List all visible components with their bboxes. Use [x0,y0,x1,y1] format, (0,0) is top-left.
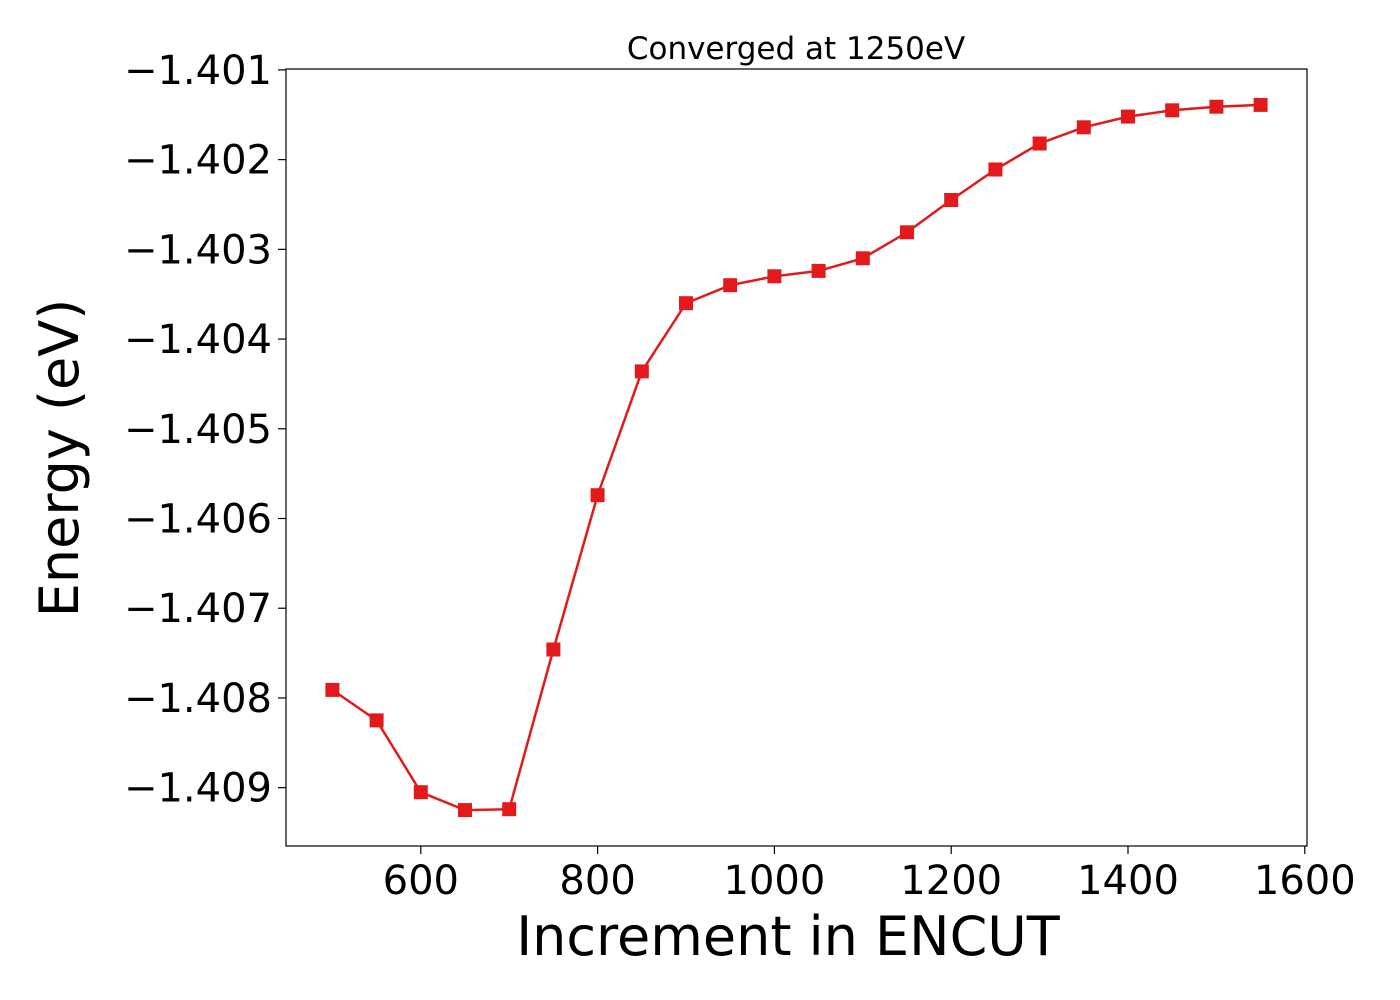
y-axis: −1.401 −1.402 −1.403 −1.404 −1.405 −1.406 −1.4… [124,48,286,812]
data-point [546,642,561,657]
x-tick-label: 1600 [1254,858,1356,904]
data-point [767,269,782,284]
data-point [458,803,472,818]
x-tick-label: 800 [559,858,635,904]
x-axis-label: Increment in ENCUT [516,905,1061,968]
y-tick-label: −1.405 [124,407,272,453]
data-point [900,225,914,240]
y-tick-label: −1.404 [124,317,272,363]
data-point [944,193,959,207]
y-tick-label: −1.402 [124,138,272,184]
x-axis: 600 800 1000 1200 1400 1600 [383,846,1356,904]
data-point [1076,120,1091,135]
y-tick-label: −1.408 [124,676,272,722]
data-point [1121,109,1135,124]
y-tick-label: −1.409 [124,766,272,812]
x-tick-label: 1200 [900,858,1002,904]
y-tick-label: −1.403 [124,227,272,273]
data-point [988,162,1003,177]
x-tick-label: 1000 [724,858,826,904]
data-point [679,296,693,311]
data-point [369,713,384,728]
data-point [723,278,738,293]
data-point [502,802,517,817]
data-point [325,682,340,697]
data-point [634,364,649,379]
chart-title: Converged at 1250eV [627,31,965,67]
data-point [855,251,870,266]
x-tick-label: 600 [383,858,459,904]
data-point [413,785,428,800]
series-line [331,103,1261,812]
data-point [1032,136,1047,151]
data-point [590,488,605,503]
x-tick-label: 1400 [1077,858,1179,904]
plot-frame [285,68,1308,847]
y-tick-label: −1.401 [124,48,272,94]
data-point [1253,97,1268,112]
data-point [1209,99,1224,114]
y-axis-label: Energy (eV) [28,299,91,618]
data-point [811,263,826,278]
data-point [1165,103,1180,118]
y-tick-label: −1.407 [124,586,272,632]
series-markers [325,97,1268,818]
y-tick-label: −1.406 [124,497,272,543]
